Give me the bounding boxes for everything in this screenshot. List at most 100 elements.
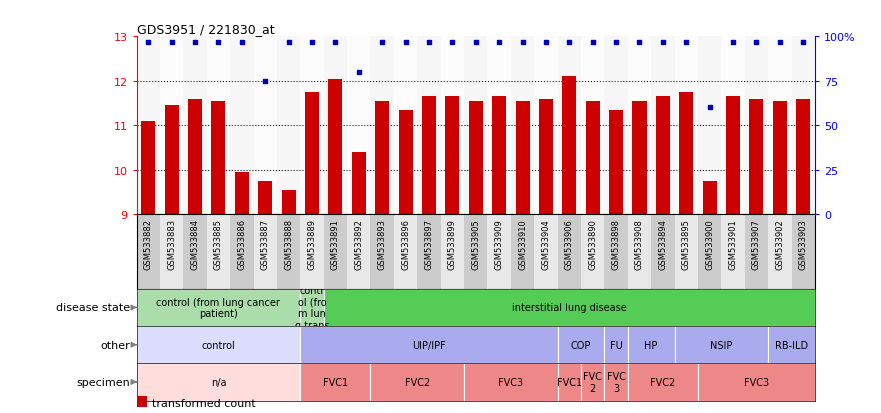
Text: GSM533898: GSM533898 [611,218,620,269]
Bar [581,363,604,401]
Bar [300,363,371,401]
Bar [300,326,558,363]
Text: GSM533897: GSM533897 [425,218,433,269]
Bar [418,37,440,215]
Bar [651,37,675,215]
Point [796,39,811,46]
Bar [137,37,160,215]
Text: GSM533904: GSM533904 [542,218,551,269]
Text: GSM533889: GSM533889 [307,218,316,269]
Bar [230,215,254,289]
Point [282,39,296,46]
Point [352,69,366,76]
Text: FVC1: FVC1 [322,377,348,387]
Bar [581,37,604,215]
Bar [300,215,323,289]
Bar [750,100,764,215]
Point [750,39,764,46]
Bar [604,326,628,363]
Point [539,39,553,46]
Bar [651,215,675,289]
Bar [277,37,300,215]
Text: disease state: disease state [56,303,130,313]
Text: contr
ol (fro
m lun
g trans: contr ol (fro m lun g trans [295,285,329,330]
Bar [487,215,511,289]
Text: GSM533908: GSM533908 [635,218,644,269]
Bar [604,37,628,215]
Bar [188,100,202,215]
Bar [207,37,230,215]
Bar [398,110,412,215]
Bar [300,37,323,215]
Point [562,39,576,46]
Point [305,39,319,46]
Bar [558,363,581,401]
Bar [183,37,207,215]
Text: GSM533888: GSM533888 [284,218,293,269]
Bar [581,215,604,289]
Text: FU: FU [610,340,623,350]
Bar [768,215,791,289]
Point [375,39,389,46]
Bar [628,363,698,401]
Bar [305,93,319,215]
Bar [375,102,389,215]
Text: FVC1: FVC1 [557,377,581,387]
Text: GSM533895: GSM533895 [682,218,691,269]
Text: GSM533886: GSM533886 [237,218,247,269]
Bar [141,121,155,215]
Point [773,39,787,46]
Text: GSM533906: GSM533906 [565,218,574,269]
Bar [137,326,300,363]
Bar [675,37,698,215]
Bar [137,363,300,401]
Bar [558,37,581,215]
Point [141,39,155,46]
Bar [698,363,815,401]
Point [211,39,226,46]
Text: GSM533885: GSM533885 [214,218,223,269]
Point [165,39,179,46]
Text: COP: COP [571,340,591,350]
Bar [492,97,507,215]
Text: GSM533901: GSM533901 [729,218,737,269]
Bar [464,215,487,289]
Bar [165,106,179,215]
Bar [235,173,248,215]
Bar [183,215,207,289]
Text: UIP/IPF: UIP/IPF [412,340,446,350]
Text: HP: HP [645,340,658,350]
Bar [791,37,815,215]
Bar [534,37,558,215]
Text: FVC3: FVC3 [744,377,769,387]
Bar [137,289,300,326]
Bar [655,97,670,215]
Bar [469,102,483,215]
Point [422,39,436,46]
Bar [744,37,768,215]
Bar [394,37,418,215]
Bar [539,100,553,215]
Bar [515,102,529,215]
Bar [768,326,815,363]
Bar [394,215,418,289]
Text: GSM533894: GSM533894 [658,218,668,269]
Text: GSM533887: GSM533887 [261,218,270,269]
Bar [254,37,277,215]
Text: FVC2: FVC2 [650,377,676,387]
Bar [440,37,464,215]
Bar [698,37,722,215]
Bar [558,326,604,363]
Bar [230,37,254,215]
Text: GSM533903: GSM533903 [799,218,808,269]
Bar [679,93,693,215]
Text: GSM533907: GSM533907 [752,218,761,269]
Point [329,39,343,46]
Bar [726,97,740,215]
Text: GDS3951 / 221830_at: GDS3951 / 221830_at [137,23,274,36]
Bar [445,97,459,215]
Bar [211,102,226,215]
Text: control (from lung cancer
patient): control (from lung cancer patient) [157,297,280,318]
Text: GSM533909: GSM533909 [494,218,504,269]
Bar [633,102,647,215]
